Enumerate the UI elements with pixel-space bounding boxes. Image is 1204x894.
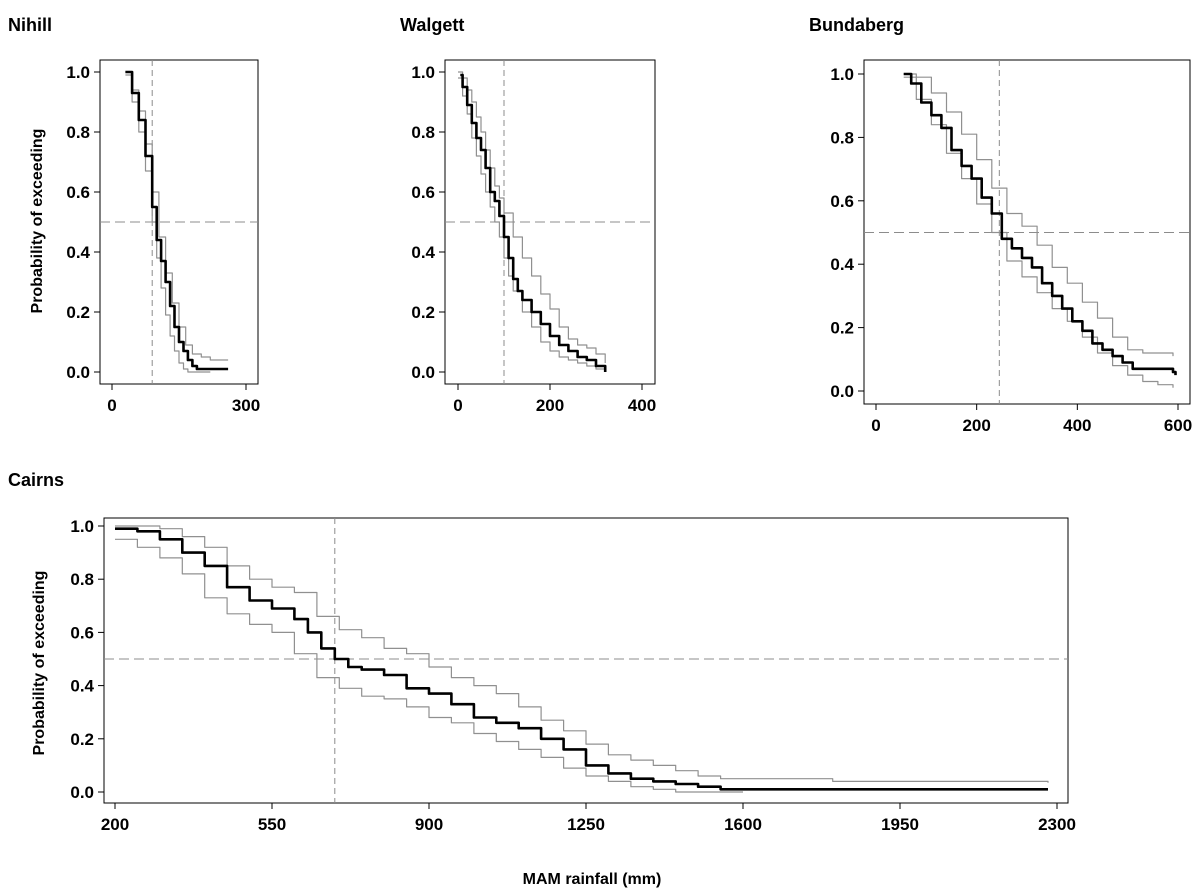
panel-title: Bundaberg [809,15,904,35]
series-line-upper [115,525,1049,783]
y-tick-label: 0.8 [411,123,435,142]
series-line-lower [125,74,211,373]
y-tick-label: 0.4 [411,243,435,262]
series-line-lower [903,76,1174,388]
x-tick-label: 600 [1164,416,1192,435]
y-tick-label: 0.0 [411,363,435,382]
series-line-upper [903,73,1174,357]
series-line-lower [458,77,606,372]
y-tick-label: 1.0 [66,63,90,82]
y-tick-label: 0.6 [411,183,435,202]
y-tick-label: 1.0 [411,63,435,82]
x-tick-label: 900 [415,815,443,834]
x-tick-label: 400 [1063,416,1091,435]
series-line-median [125,70,229,371]
x-tick-label: 0 [107,396,116,415]
chart-panel-cairns: Cairns Probability of exceeding MAM rain… [8,470,1076,888]
x-tick-label: 0 [871,416,880,435]
x-axis-title: MAM rainfall (mm) [523,871,662,888]
x-tick-label: 200 [962,416,990,435]
series-line-upper [125,71,229,361]
y-tick-label: 0.0 [70,783,94,802]
x-tick-label: 0 [453,396,462,415]
x-tick-label: 2300 [1038,815,1076,834]
panel-title: Walgett [400,15,464,35]
x-tick-label: 1950 [881,815,919,834]
series-line-median [460,73,607,372]
x-tick-label: 200 [536,396,564,415]
x-tick-label: 1250 [567,815,605,834]
y-axis-title: Probability of exceeding [31,571,48,756]
panel-title: Nihill [8,15,52,35]
y-tick-label: 0.2 [830,319,854,338]
x-tick-label: 400 [628,396,656,415]
y-tick-label: 0.8 [70,570,94,589]
x-tick-label: 1600 [724,815,762,834]
y-tick-label: 0.4 [70,677,94,696]
series-line-lower [115,538,743,793]
y-tick-label: 0.6 [66,183,90,202]
panel-title: Cairns [8,470,64,490]
x-tick-label: 200 [101,815,129,834]
chart-panel-bundaberg: Bundaberg 0.0 0.2 0.4 0.6 0.8 1.0 0 200 400 600 [809,15,1192,435]
chart-panel-walgett: Walgett 0.0 0.2 0.4 0.6 0.8 1.0 0 200 400 [400,15,656,415]
series-line-upper [458,71,606,363]
series-line-median [903,72,1177,376]
y-tick-label: 0.4 [66,243,90,262]
y-tick-label: 0.0 [830,382,854,401]
y-tick-label: 0.8 [66,123,90,142]
x-tick-label: 300 [232,396,260,415]
y-tick-label: 0.2 [411,303,435,322]
y-tick-label: 0.4 [830,255,854,274]
y-axis-title: Probability of exceeding [29,129,46,314]
y-tick-label: 0.2 [70,730,94,749]
y-tick-label: 1.0 [830,65,854,84]
y-tick-label: 0.8 [830,128,854,147]
y-tick-label: 0.0 [66,363,90,382]
chart-panel-nihill: Nihill Probability of exceeding 0.0 0.2 0.… [8,15,260,415]
y-tick-label: 0.6 [70,623,94,642]
y-tick-label: 0.6 [830,192,854,211]
x-tick-label: 550 [258,815,286,834]
y-tick-label: 0.2 [66,303,90,322]
y-tick-label: 1.0 [70,517,94,536]
series-line-median [115,527,1048,791]
